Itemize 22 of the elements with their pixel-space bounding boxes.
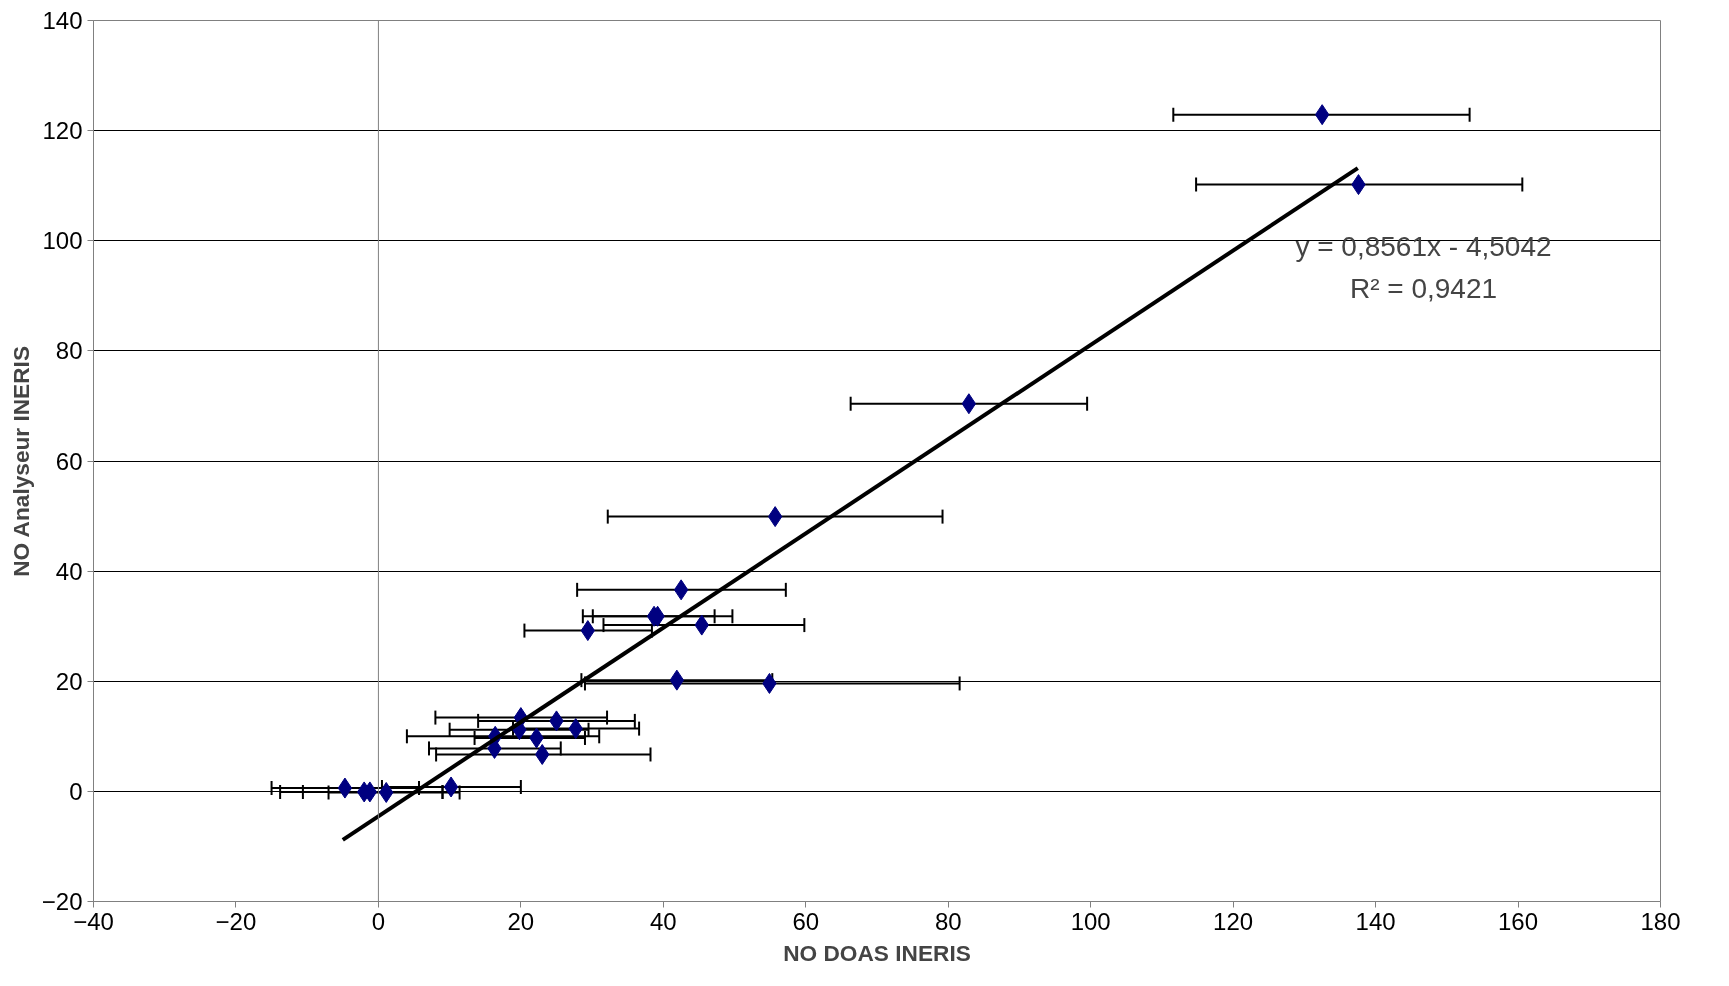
- y-tick-label: 120: [42, 117, 83, 145]
- x-tick-label: 180: [1640, 907, 1681, 935]
- y-tick-label: 140: [42, 7, 83, 34]
- x-tick-label: 60: [792, 907, 820, 935]
- x-tick-label: 40: [649, 907, 677, 935]
- x-tick-label: 120: [1213, 907, 1254, 935]
- y-tick-label: 40: [55, 557, 83, 585]
- y-axis-title: NO Analyseur INERIS: [7, 346, 34, 577]
- y-tick-label: 60: [55, 447, 83, 475]
- x-tick-label: 100: [1070, 907, 1111, 935]
- y-tick-label: 20: [55, 667, 83, 695]
- x-tick-label: −20: [215, 907, 257, 935]
- x-tick-label: 0: [371, 907, 386, 935]
- x-tick-label: 80: [934, 907, 962, 935]
- x-tick-label: 160: [1498, 907, 1539, 935]
- y-tick-label: 0: [69, 777, 83, 805]
- x-tick-label: 20: [507, 907, 535, 935]
- x-tick-label: 140: [1355, 907, 1396, 935]
- annotation: R² = 0,9421: [1349, 272, 1498, 304]
- x-axis-title: NO DOAS INERIS: [783, 939, 971, 966]
- y-tick-label: 100: [42, 227, 83, 255]
- y-tick-label: 80: [55, 337, 83, 365]
